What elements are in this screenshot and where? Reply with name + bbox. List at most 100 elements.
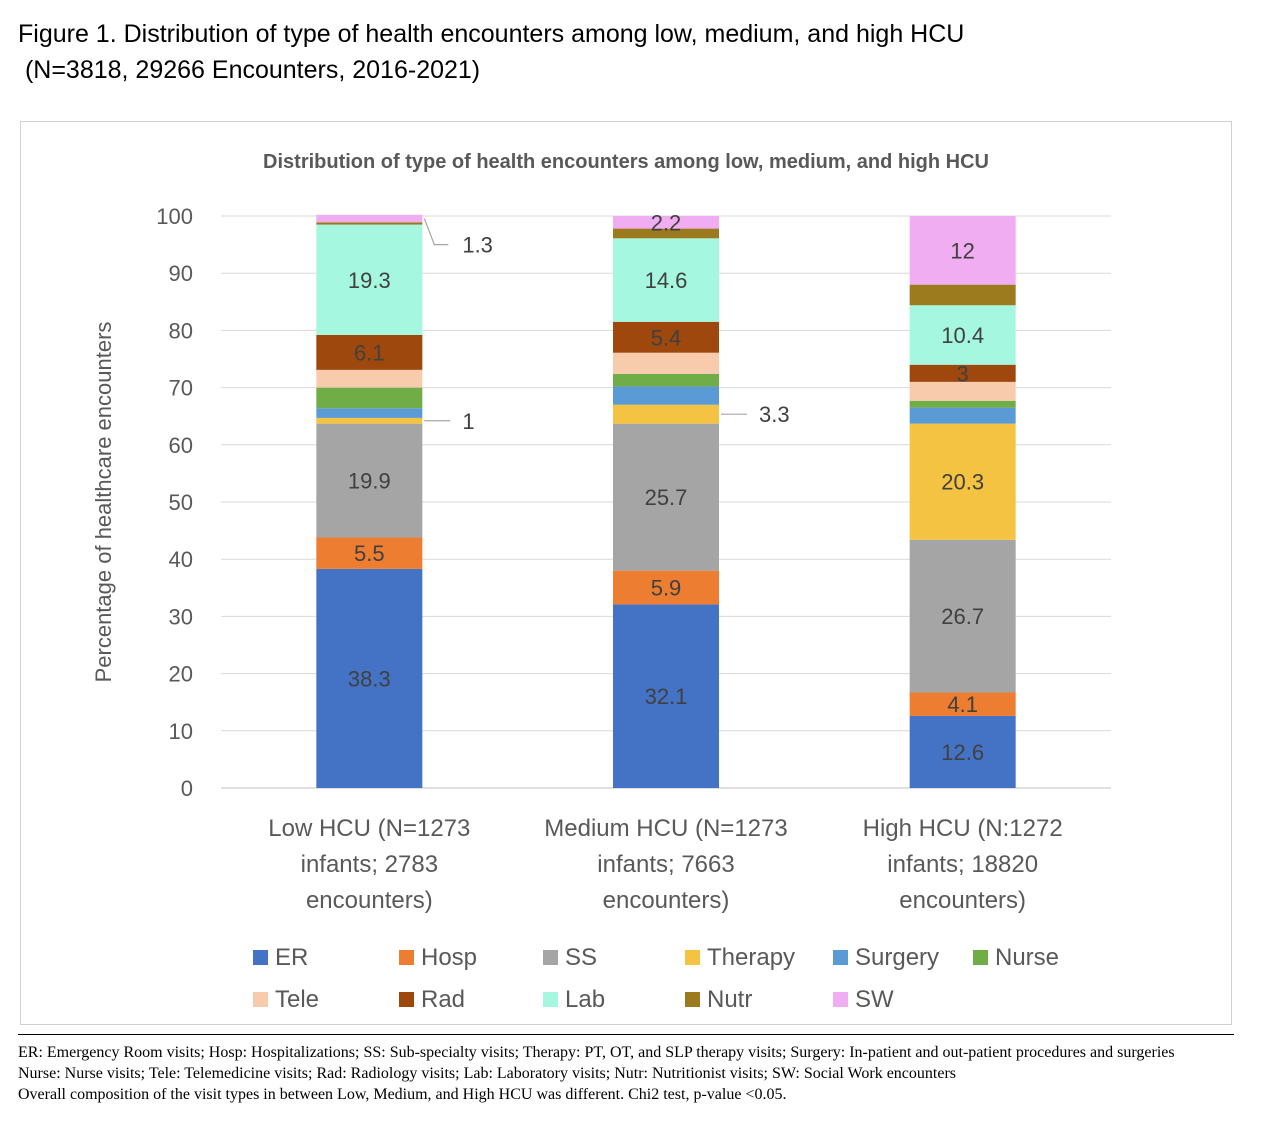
bar-segment-rad-2 (613, 321, 719, 353)
data-label-rad-2: 5.4 (651, 325, 682, 350)
legend-swatch-nurse (973, 950, 988, 965)
y-tick-label: 80 (169, 318, 193, 343)
data-label-sw-1: 1.3 (462, 233, 493, 258)
data-label-lab-2: 14.6 (645, 268, 688, 293)
footnote-abbreviations-2: Nurse: Nurse visits; Tele: Telemedicine … (18, 1065, 956, 1082)
stacked-bar-chart: Distribution of type of health encounter… (91, 151, 1111, 1013)
bar-segment-surgery-3 (909, 407, 1016, 424)
bar-segment-therapy-2 (613, 404, 719, 424)
x-category-label: infants; 2783 (301, 851, 438, 878)
legend-label-rad: Rad (421, 986, 465, 1013)
bar-segment-surgery-2 (613, 386, 719, 405)
bar-segment-nurse-3 (909, 400, 1016, 408)
y-tick-label: 30 (169, 604, 193, 629)
bar-segment-er-3 (909, 715, 1016, 788)
footnote-statistics: Overall composition of the visit types i… (18, 1086, 787, 1103)
legend-swatch-rad (399, 992, 414, 1007)
bar-segment-lab-2 (613, 238, 719, 322)
data-label-er-1: 38.3 (348, 666, 391, 691)
bar-segment-therapy-3 (909, 423, 1016, 540)
y-tick-label: 0 (181, 776, 193, 801)
legend-swatch-sw (833, 992, 848, 1007)
legend-swatch-lab (543, 992, 558, 1007)
legend-label-sw: SW (855, 986, 894, 1013)
legend-label-surgery: Surgery (855, 944, 939, 971)
bar-segment-hosp-3 (909, 692, 1016, 716)
bar-segment-nutr-1 (316, 222, 423, 225)
bar-segment-ss-3 (909, 539, 1016, 693)
bar-segment-ss-2 (613, 423, 719, 571)
y-tick-label: 60 (169, 433, 193, 458)
footnote-divider (18, 1034, 1234, 1035)
legend-swatch-therapy (685, 950, 700, 965)
data-label-ss-2: 25.7 (645, 485, 688, 510)
x-category-label: Medium HCU (N=1273 (544, 815, 787, 842)
y-axis-label: Percentage of healthcare encounters (91, 322, 116, 683)
chart-title: Distribution of type of health encounter… (263, 151, 989, 173)
data-label-ss-3: 26.7 (941, 604, 984, 629)
data-label-ss-1: 19.9 (348, 469, 391, 494)
y-tick-label: 20 (169, 662, 193, 687)
bar-segment-hosp-2 (613, 570, 719, 605)
legend-swatch-surgery (833, 950, 848, 965)
y-tick-label: 50 (169, 490, 193, 515)
y-tick-label: 40 (169, 547, 193, 572)
legend-label-lab: Lab (565, 986, 605, 1013)
legend-swatch-er (253, 950, 268, 965)
bar-segment-therapy-1 (316, 417, 423, 424)
data-label-therapy-1: 1 (462, 409, 474, 434)
bar-segment-sw-2 (613, 216, 719, 229)
legend-swatch-hosp (399, 950, 414, 965)
bar-segment-nurse-1 (316, 387, 423, 409)
bar-segment-tele-2 (613, 352, 719, 374)
bar-segment-er-2 (613, 604, 719, 788)
bar-segment-er-1 (316, 568, 423, 788)
data-label-sw-2: 2.2 (651, 210, 682, 235)
bar-segment-tele-1 (316, 369, 423, 388)
x-category-label: Low HCU (N=1273 (268, 815, 470, 842)
y-tick-label: 70 (169, 376, 193, 401)
legend-label-tele: Tele (275, 986, 319, 1013)
bar-segment-rad-1 (316, 334, 423, 370)
data-label-therapy-2: 3.3 (759, 402, 790, 427)
bar-segment-tele-3 (909, 381, 1016, 401)
chart-area: Distribution of type of health encounter… (20, 121, 1232, 1025)
legend-label-therapy: Therapy (707, 944, 795, 971)
bar-segment-rad-3 (909, 364, 1016, 382)
data-label-rad-1: 6.1 (354, 340, 385, 365)
legend-label-er: ER (275, 944, 308, 971)
bar-segment-nutr-2 (613, 228, 719, 239)
footnotes: ER: Emergency Room visits; Hosp: Hospita… (18, 1042, 1248, 1105)
data-label-er-2: 32.1 (645, 684, 688, 709)
data-label-lab-1: 19.3 (348, 268, 391, 293)
legend-label-nutr: Nutr (707, 986, 752, 1013)
bar-segment-ss-1 (316, 423, 423, 538)
data-label-er-3: 12.6 (941, 740, 984, 765)
legend-swatch-nutr (685, 992, 700, 1007)
legend-swatch-ss (543, 950, 558, 965)
data-label-sw-3: 12 (950, 238, 974, 263)
bar-segment-nutr-3 (909, 284, 1016, 306)
bar-segment-nurse-2 (613, 373, 719, 387)
bar-segment-hosp-1 (316, 537, 423, 569)
data-label-hosp-1: 5.5 (354, 541, 385, 566)
y-tick-label: 10 (169, 719, 193, 744)
x-category-label: infants; 18820 (887, 851, 1038, 878)
data-label-hosp-3: 4.1 (947, 692, 978, 717)
legend-label-hosp: Hosp (421, 944, 477, 971)
legend-label-ss: SS (565, 944, 597, 971)
legend-swatch-tele (253, 992, 268, 1007)
y-tick-label: 90 (169, 261, 193, 286)
legend-label-nurse: Nurse (995, 944, 1059, 971)
bar-segment-surgery-1 (316, 408, 423, 418)
figure-title: Figure 1. Distribution of type of health… (18, 16, 964, 88)
data-label-lab-3: 10.4 (941, 323, 984, 348)
bar-segment-sw-1 (316, 214, 423, 223)
x-category-label: encounters) (603, 887, 730, 914)
footnote-abbreviations-1: ER: Emergency Room visits; Hosp: Hospita… (18, 1044, 1175, 1061)
x-category-label: encounters) (306, 887, 433, 914)
figure-title-line1: Figure 1. Distribution of type of health… (18, 20, 965, 48)
bar-segment-lab-3 (909, 305, 1016, 365)
data-label-therapy-3: 20.3 (941, 470, 984, 495)
x-category-label: encounters) (899, 887, 1026, 914)
